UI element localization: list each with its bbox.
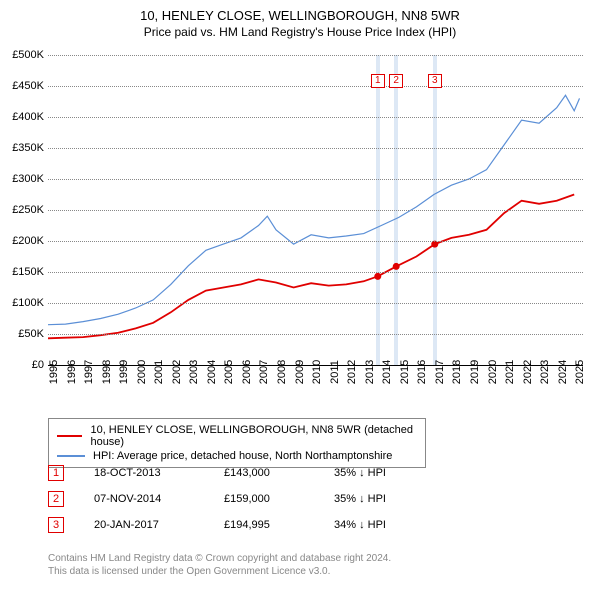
x-tick-label: 1998: [101, 360, 113, 384]
x-tick-label: 2006: [241, 360, 253, 384]
y-tick-label: £500K: [12, 49, 44, 61]
x-tick-label: 1995: [48, 360, 60, 384]
series-property: [48, 195, 574, 339]
x-tick-label: 2024: [557, 360, 569, 384]
x-tick-label: 2011: [329, 360, 341, 384]
gridline: [48, 241, 583, 242]
x-tick-label: 2012: [346, 360, 358, 384]
x-tick-label: 2014: [381, 360, 393, 384]
x-tick-label: 2017: [434, 360, 446, 384]
x-tick-label: 2022: [522, 360, 534, 384]
gridline: [48, 179, 583, 180]
x-tick-label: 2013: [364, 360, 376, 384]
x-tick-label: 2004: [206, 360, 218, 384]
legend-box: 10, HENLEY CLOSE, WELLINGBOROUGH, NN8 5W…: [48, 418, 426, 468]
attribution-line2: This data is licensed under the Open Gov…: [48, 565, 391, 578]
sale-date: 07-NOV-2014: [94, 493, 224, 505]
gridline: [48, 210, 583, 211]
x-tick-label: 2015: [399, 360, 411, 384]
x-tick-label: 2010: [311, 360, 323, 384]
y-tick-label: £300K: [12, 173, 44, 185]
x-tick-label: 2020: [487, 360, 499, 384]
sale-number-badge: 2: [48, 491, 64, 507]
sale-marker-on-chart: 1: [371, 74, 385, 88]
sale-date: 20-JAN-2017: [94, 519, 224, 531]
sales-table: 118-OCT-2013£143,00035% ↓ HPI207-NOV-201…: [48, 465, 434, 543]
sale-marker-on-chart: 3: [428, 74, 442, 88]
x-tick-label: 2023: [539, 360, 551, 384]
sale-price: £159,000: [224, 493, 334, 505]
chart-container: 10, HENLEY CLOSE, WELLINGBOROUGH, NN8 5W…: [0, 0, 600, 590]
x-tick-label: 2000: [136, 360, 148, 384]
x-tick-label: 2016: [416, 360, 428, 384]
y-tick-label: £150K: [12, 266, 44, 278]
x-tick-label: 2002: [171, 360, 183, 384]
sale-diff: 35% ↓ HPI: [334, 493, 434, 505]
x-tick-label: 1997: [83, 360, 95, 384]
y-tick-label: £50K: [18, 328, 44, 340]
sale-diff: 35% ↓ HPI: [334, 467, 434, 479]
y-axis: £0£50K£100K£150K£200K£250K£300K£350K£400…: [0, 55, 46, 365]
y-tick-label: £400K: [12, 111, 44, 123]
x-axis: 1995199619971998199920002001200220032004…: [48, 370, 583, 410]
gridline: [48, 148, 583, 149]
sale-price: £143,000: [224, 467, 334, 479]
x-tick-label: 2019: [469, 360, 481, 384]
gridline: [48, 117, 583, 118]
sale-number-badge: 1: [48, 465, 64, 481]
chart-title: 10, HENLEY CLOSE, WELLINGBOROUGH, NN8 5W…: [0, 8, 600, 23]
sale-dot: [374, 273, 381, 280]
legend-swatch: [57, 435, 82, 437]
x-tick-label: 1999: [118, 360, 130, 384]
legend-label: 10, HENLEY CLOSE, WELLINGBOROUGH, NN8 5W…: [90, 424, 417, 448]
y-tick-label: £250K: [12, 204, 44, 216]
y-tick-label: £0: [32, 359, 44, 371]
attribution-text: Contains HM Land Registry data © Crown c…: [48, 552, 391, 578]
legend-item: HPI: Average price, detached house, Nort…: [57, 449, 417, 463]
legend-swatch: [57, 455, 85, 457]
sale-marker-on-chart: 2: [389, 74, 403, 88]
x-tick-label: 2005: [223, 360, 235, 384]
gridline: [48, 272, 583, 273]
x-tick-label: 2025: [574, 360, 586, 384]
legend-item: 10, HENLEY CLOSE, WELLINGBOROUGH, NN8 5W…: [57, 423, 417, 449]
chart-plot-area: 12 3: [48, 55, 583, 366]
x-tick-label: 2018: [451, 360, 463, 384]
x-tick-label: 2001: [153, 360, 165, 384]
title-block: 10, HENLEY CLOSE, WELLINGBOROUGH, NN8 5W…: [0, 0, 600, 39]
x-tick-label: 2007: [258, 360, 270, 384]
x-tick-label: 2003: [188, 360, 200, 384]
gridline: [48, 86, 583, 87]
sale-row: 3 20-JAN-2017£194,99534% ↓ HPI: [48, 517, 434, 533]
legend-label: HPI: Average price, detached house, Nort…: [93, 450, 392, 462]
y-tick-label: £450K: [12, 80, 44, 92]
y-tick-label: £100K: [12, 297, 44, 309]
sale-row: 2 07-NOV-2014£159,00035% ↓ HPI: [48, 491, 434, 507]
gridline: [48, 334, 583, 335]
gridline: [48, 55, 583, 56]
x-tick-label: 1996: [66, 360, 78, 384]
sale-row: 1 18-OCT-2013£143,00035% ↓ HPI: [48, 465, 434, 481]
attribution-line1: Contains HM Land Registry data © Crown c…: [48, 552, 391, 565]
sale-dot: [393, 263, 400, 270]
sale-price: £194,995: [224, 519, 334, 531]
y-tick-label: £350K: [12, 142, 44, 154]
x-tick-label: 2009: [294, 360, 306, 384]
x-tick-label: 2008: [276, 360, 288, 384]
gridline: [48, 303, 583, 304]
sale-number-badge: 3: [48, 517, 64, 533]
y-tick-label: £200K: [12, 235, 44, 247]
chart-subtitle: Price paid vs. HM Land Registry's House …: [0, 25, 600, 39]
sale-date: 18-OCT-2013: [94, 467, 224, 479]
sale-diff: 34% ↓ HPI: [334, 519, 434, 531]
x-tick-label: 2021: [504, 360, 516, 384]
